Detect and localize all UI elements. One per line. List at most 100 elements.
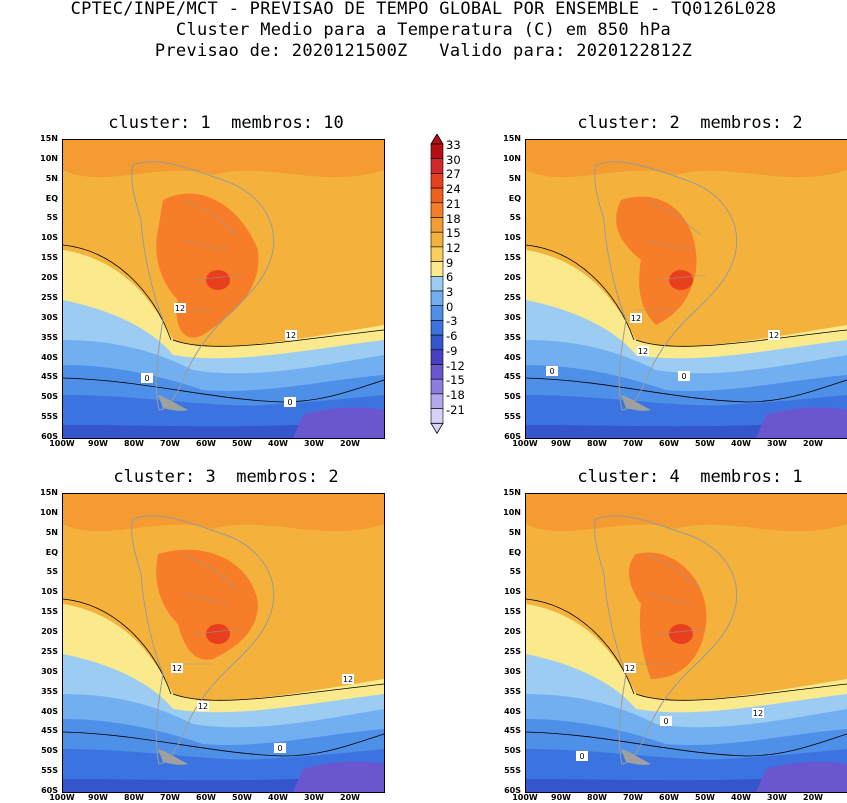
contour-label: 12: [630, 313, 642, 323]
lat-tick-label: 5N: [508, 173, 521, 183]
lat-tick-label: 50S: [504, 392, 521, 402]
lat-tick-label: 50S: [41, 392, 58, 402]
map-panel-3: 12 12 12 0: [62, 493, 385, 793]
lat-tick-label: 25S: [41, 292, 58, 302]
colorbar-label: -21: [446, 402, 465, 417]
lon-tick-label: 60W: [196, 793, 216, 802]
lat-tick-label: 60S: [41, 786, 58, 795]
panel-title-3: cluster: 3 membros: 2: [113, 467, 339, 487]
lat-tick-label: 10N: [503, 153, 521, 163]
colorbar-label: 33: [446, 138, 461, 152]
lon-tick-label: 40W: [731, 793, 751, 802]
lat-tick-label: 15S: [41, 607, 58, 617]
lon-tick-label: 90W: [551, 793, 571, 802]
svg-text:12: 12: [625, 664, 635, 673]
contour-label: 0: [576, 751, 588, 761]
svg-text:0: 0: [663, 717, 668, 726]
colorbar-label: 18: [446, 211, 461, 226]
temperature-field-4: 12 12 0 0: [526, 494, 847, 792]
contour-label: 12: [197, 701, 209, 711]
lat-tick-label: 35S: [504, 686, 521, 696]
colorbar-label: 21: [446, 196, 461, 211]
svg-text:12: 12: [198, 702, 208, 711]
colorbar-swatch: [430, 393, 444, 409]
lon-tick-label: 80W: [124, 793, 144, 802]
lon-tick-label: 100W: [49, 439, 75, 448]
lat-tick-label: 60S: [504, 786, 521, 795]
lat-tick-label: 20S: [41, 627, 58, 637]
lat-tick-label: 5N: [45, 527, 58, 537]
colorbar-swatch: [430, 231, 444, 248]
contour-label: 0: [546, 366, 558, 376]
lat-tick-label: 45S: [41, 726, 58, 736]
colorbar-scale: [430, 133, 444, 435]
lat-tick-label: 15N: [40, 134, 58, 143]
lat-tick-label: EQ: [45, 547, 58, 557]
lat-tick-label: 55S: [504, 412, 521, 422]
lon-tick-label: 40W: [268, 439, 288, 448]
lat-tick-label: 55S: [41, 412, 58, 422]
lat-tick-label: 55S: [41, 766, 58, 776]
lon-tick-label: 50W: [695, 793, 715, 802]
lon-tick-label: 100W: [49, 793, 75, 802]
lat-tick-label: 60S: [504, 432, 521, 441]
lat-tick-label: 40S: [504, 706, 521, 716]
title-line-2: Cluster Medio para a Temperatura (C) em …: [175, 20, 672, 40]
lat-tick-label: 15N: [503, 488, 521, 497]
map-panel-1: 12 12 0 0: [62, 139, 385, 439]
lat-tick-label: 30S: [41, 666, 58, 676]
contour-label: 12: [171, 663, 183, 673]
lat-tick-label: 50S: [41, 746, 58, 756]
lat-tick-label: 10S: [504, 233, 521, 243]
colorbar-label: -18: [446, 387, 465, 402]
lon-tick-label: 50W: [232, 439, 252, 448]
svg-text:0: 0: [549, 367, 554, 376]
lat-tick-label: EQ: [508, 193, 521, 203]
svg-text:12: 12: [753, 709, 763, 718]
colorbar-swatch: [430, 261, 444, 277]
lon-tick-label: 30W: [767, 439, 787, 448]
lat-tick-label: 5S: [46, 567, 58, 577]
lat-tick-label: EQ: [508, 547, 521, 557]
temperature-field-2: 12 12 12 0 0: [526, 140, 847, 438]
lon-tick-label: 70W: [160, 439, 180, 448]
lat-tick-label: 15S: [41, 253, 58, 263]
panel-title-1: cluster: 1 membros: 10: [108, 113, 344, 133]
lon-tick-label: 50W: [695, 439, 715, 448]
lon-tick-label: 80W: [587, 793, 607, 802]
colorbar-label: -6: [446, 329, 458, 344]
lon-tick-label: 60W: [659, 439, 679, 448]
lon-tick-label: 80W: [124, 439, 144, 448]
colorbar-swatch: [430, 187, 444, 204]
lon-tick-label: 100W: [512, 793, 538, 802]
lat-tick-label: 55S: [504, 766, 521, 776]
lon-tick-label: 20W: [340, 793, 360, 802]
colorbar-swatch: [430, 305, 444, 321]
colorbar-swatch: [430, 246, 444, 262]
svg-text:12: 12: [175, 304, 185, 313]
lat-tick-label: 25S: [41, 646, 58, 656]
lat-tick-label: 15N: [40, 488, 58, 497]
lat-tick-label: 10S: [41, 233, 58, 243]
lon-tick-label: 20W: [803, 793, 823, 802]
lon-tick-label: 80W: [587, 439, 607, 448]
svg-text:12: 12: [172, 664, 182, 673]
colorbar-label: 30: [446, 152, 461, 167]
colorbar-swatch: [430, 408, 444, 424]
colorbar-swatch: [430, 217, 444, 233]
contour-label: 12: [768, 330, 780, 340]
colorbar-label: 27: [446, 167, 461, 182]
contour-label: 12: [285, 330, 297, 340]
contour-label: 12: [174, 303, 186, 313]
lon-tick-label: 30W: [767, 793, 787, 802]
colorbar-swatch: [430, 334, 444, 351]
lat-tick-label: 5S: [509, 213, 521, 223]
lat-tick-label: 45S: [41, 372, 58, 382]
lat-tick-label: 40S: [41, 352, 58, 362]
svg-text:12: 12: [286, 331, 296, 340]
lat-tick-label: 40S: [41, 706, 58, 716]
lat-tick-label: 5S: [46, 213, 58, 223]
colorbar-label: -15: [446, 373, 465, 388]
svg-text:12: 12: [631, 314, 641, 323]
colorbar-swatch: [430, 364, 444, 380]
